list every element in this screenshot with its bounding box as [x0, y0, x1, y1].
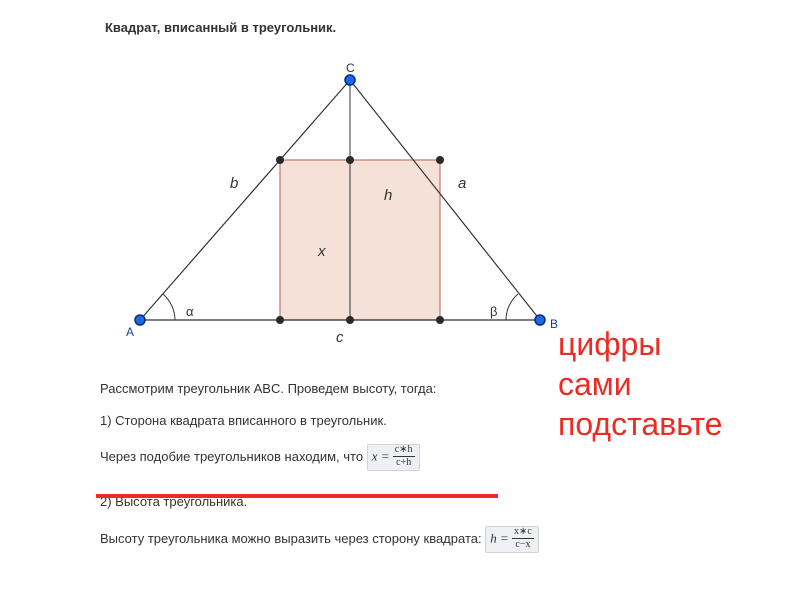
vertex-c: [345, 75, 355, 85]
formula-h-num: x∗c: [512, 527, 534, 539]
red-line3: подставьте: [558, 404, 798, 444]
proof-step4: Высоту треугольника можно выразить через…: [100, 526, 660, 553]
point-square-bl: [276, 316, 284, 324]
page-title: Квадрат, вписанный в треугольник.: [105, 20, 336, 35]
formula-x-lhs: x =: [372, 449, 393, 464]
formula-x: x = c∗hc+h: [367, 444, 420, 471]
formula-h-lhs: h =: [490, 530, 512, 545]
label-c-vertex: C: [346, 61, 355, 75]
proof-step2-pre: Через подобие треугольников находим, что: [100, 449, 367, 464]
point-square-tr: [436, 156, 444, 164]
point-altitude-foot: [346, 316, 354, 324]
red-line2: сами: [558, 364, 798, 404]
formula-h: h = x∗cc−x: [485, 526, 539, 553]
label-b-vertex: B: [550, 317, 558, 331]
point-square-tl: [276, 156, 284, 164]
proof-step2: Через подобие треугольников находим, что…: [100, 444, 660, 471]
red-line1: цифры: [558, 324, 798, 364]
formula-x-den: c+h: [393, 457, 415, 468]
formula-x-num: c∗h: [393, 445, 415, 457]
angle-beta-arc: [506, 294, 518, 320]
label-a-vertex: A: [126, 325, 134, 339]
label-x: x: [317, 243, 326, 260]
proof-step4-pre: Высоту треугольника можно выразить через…: [100, 531, 485, 546]
point-square-br: [436, 316, 444, 324]
label-side-a: a: [458, 175, 466, 192]
point-square-top-mid: [346, 156, 354, 164]
label-alpha: α: [186, 304, 194, 319]
geometry-diagram: A B C b a c x h α β: [120, 60, 560, 360]
red-annotation: цифры сами подставьте: [558, 324, 798, 444]
formula-h-den: c−x: [512, 539, 534, 550]
vertex-b: [535, 315, 545, 325]
label-h: h: [384, 187, 392, 204]
vertex-a: [135, 315, 145, 325]
inscribed-square: [280, 160, 440, 320]
label-side-c: c: [336, 329, 344, 346]
angle-alpha-arc: [163, 294, 175, 320]
red-underline: [96, 494, 498, 498]
label-beta: β: [490, 304, 497, 319]
label-side-b: b: [230, 175, 238, 192]
